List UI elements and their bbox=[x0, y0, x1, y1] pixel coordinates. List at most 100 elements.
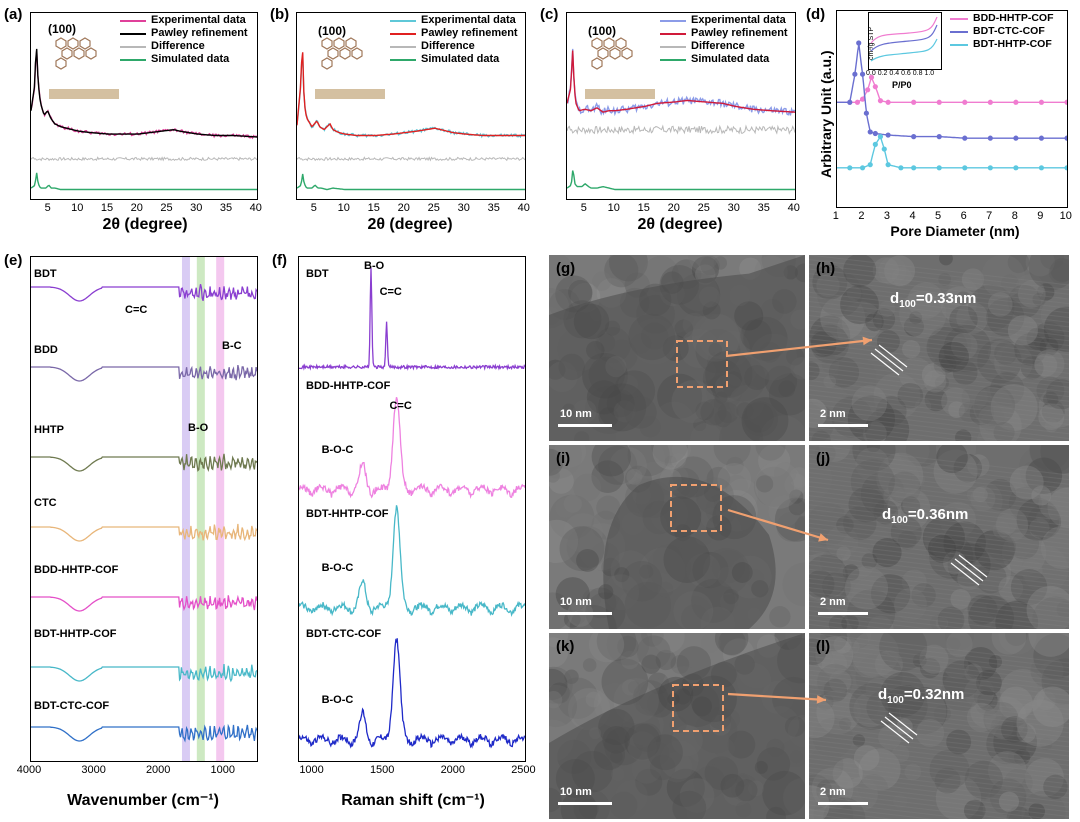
series-bdd bbox=[31, 364, 257, 382]
xrd-plot-c bbox=[566, 12, 796, 200]
x-tick-label: 25 bbox=[427, 202, 440, 214]
x-tick-label: 1000 bbox=[210, 764, 235, 776]
x-tick-label: 25 bbox=[160, 202, 173, 214]
data-point bbox=[872, 141, 878, 147]
data-point bbox=[881, 146, 887, 152]
data-point bbox=[1064, 99, 1067, 105]
x-tick-label: 5 bbox=[935, 210, 942, 222]
peak-annotation-b: (100) bbox=[318, 24, 347, 38]
legend-item: BDT-CTC-COF bbox=[950, 25, 1054, 38]
x-tick-label: 6 bbox=[960, 210, 967, 222]
tem-image bbox=[808, 254, 1070, 442]
crystal-structure-icon bbox=[55, 37, 97, 70]
scale-bar bbox=[558, 424, 612, 427]
data-point bbox=[936, 99, 942, 105]
data-point bbox=[911, 134, 917, 140]
series-ctc bbox=[31, 523, 257, 542]
legend-item: Difference bbox=[660, 40, 788, 53]
highlight-band bbox=[196, 257, 205, 761]
x-axis-label-f: Raman shift (cm⁻¹) bbox=[341, 792, 485, 809]
isotherm-bdd-hhtp bbox=[870, 16, 938, 44]
x-tick-label: 7 bbox=[986, 210, 993, 222]
x-tick-label: 15 bbox=[637, 202, 650, 214]
data-point bbox=[1038, 165, 1045, 171]
series-difference bbox=[31, 156, 257, 162]
x-tick-label: 15 bbox=[100, 202, 114, 214]
series-bdt bbox=[299, 267, 525, 371]
plot-b-svg bbox=[297, 37, 525, 191]
data-point bbox=[852, 71, 858, 77]
data-point bbox=[1013, 165, 1019, 171]
data-point bbox=[962, 165, 968, 171]
x-tick-label: 10 bbox=[71, 202, 84, 214]
highlight-band bbox=[216, 257, 225, 761]
data-point bbox=[987, 99, 993, 105]
panel-label: (h) bbox=[816, 260, 836, 277]
legend-item: Experimental data bbox=[120, 14, 248, 27]
series-bdt-hhtp-cof bbox=[299, 505, 525, 617]
series-bdt bbox=[31, 284, 257, 302]
x-tick-label: 35 bbox=[757, 202, 770, 214]
series-simulated-data bbox=[31, 172, 257, 191]
data-point bbox=[863, 110, 869, 116]
data-point bbox=[1038, 99, 1045, 105]
peak-label: B-O bbox=[364, 260, 385, 272]
legend-d: BDD-HHTP-COF BDT-CTC-COF BDT-HHTP-COF bbox=[950, 12, 1054, 51]
data-point bbox=[847, 165, 853, 171]
sample-region bbox=[549, 633, 805, 819]
d-spacing-label: d100=0.32nm bbox=[878, 686, 965, 706]
x-axis-label-a: 2θ (degree) bbox=[102, 216, 188, 233]
crystal-structure-icon bbox=[321, 37, 363, 70]
tem-image bbox=[548, 254, 806, 442]
scale-bar-label: 10 nm bbox=[560, 408, 592, 420]
x-tick-label: 5 bbox=[310, 202, 317, 214]
x-tick-label: 3 bbox=[883, 210, 891, 222]
panel-label-c: (c) bbox=[540, 6, 559, 23]
plot-d-svg bbox=[837, 40, 1067, 171]
x-tick-label: 5 bbox=[580, 202, 587, 214]
panel-label: (i) bbox=[556, 450, 571, 467]
data-point bbox=[911, 165, 917, 171]
x-tick-label: 20 bbox=[667, 202, 680, 214]
legend-item: Simulated data bbox=[660, 53, 788, 66]
x-tick-label: 2000 bbox=[440, 764, 466, 776]
x-axis-label-e: Wavenumber (cm⁻¹) bbox=[67, 792, 219, 809]
inset-x-label: P/P0 bbox=[892, 80, 912, 90]
data-point bbox=[885, 99, 891, 105]
peak-label: C=C bbox=[389, 400, 412, 412]
plot-a-svg bbox=[31, 37, 257, 191]
data-point bbox=[867, 129, 873, 135]
x-tick-label: 40 bbox=[249, 202, 262, 214]
legend-item: Pawley refinement bbox=[390, 27, 518, 40]
isotherm-bdt-hhtp bbox=[870, 38, 938, 62]
x-tick-label: 10 bbox=[1059, 210, 1072, 222]
series-label: BDD-HHTP-COF bbox=[34, 564, 119, 576]
x-tick-label: 35 bbox=[487, 202, 500, 214]
panel-label: (l) bbox=[816, 638, 831, 655]
series-label: BDT-CTC-COF bbox=[34, 700, 110, 712]
scale-bar-label: 10 nm bbox=[560, 596, 592, 608]
data-point bbox=[867, 162, 873, 168]
x-tick-label: 40 bbox=[517, 202, 530, 214]
data-point bbox=[962, 135, 968, 141]
xrd-plot-a bbox=[30, 12, 258, 200]
data-point bbox=[936, 165, 942, 171]
x-tick-label: 2000 bbox=[145, 764, 171, 776]
x-tick-label: 2500 bbox=[511, 764, 536, 776]
lattice-fringe-marker bbox=[870, 344, 908, 376]
lattice-fringe-marker bbox=[880, 712, 918, 744]
highlight-band bbox=[181, 257, 190, 761]
scale-bar-label: 2 nm bbox=[820, 596, 846, 608]
x-tick-label: 9 bbox=[1037, 210, 1044, 222]
x-tick-label: 5 bbox=[44, 202, 51, 214]
annotation-cc: C=C bbox=[125, 304, 148, 316]
series-difference bbox=[297, 156, 525, 162]
plot-c-svg bbox=[567, 37, 795, 191]
legend-item: Difference bbox=[120, 40, 248, 53]
crystal-structure-icon bbox=[591, 37, 633, 70]
data-point bbox=[1038, 135, 1045, 141]
series-bdt-ctc-cof bbox=[31, 723, 257, 743]
data-point bbox=[987, 135, 993, 141]
series-pawley-refinement bbox=[297, 52, 525, 137]
ftir-plot-e bbox=[30, 256, 258, 762]
